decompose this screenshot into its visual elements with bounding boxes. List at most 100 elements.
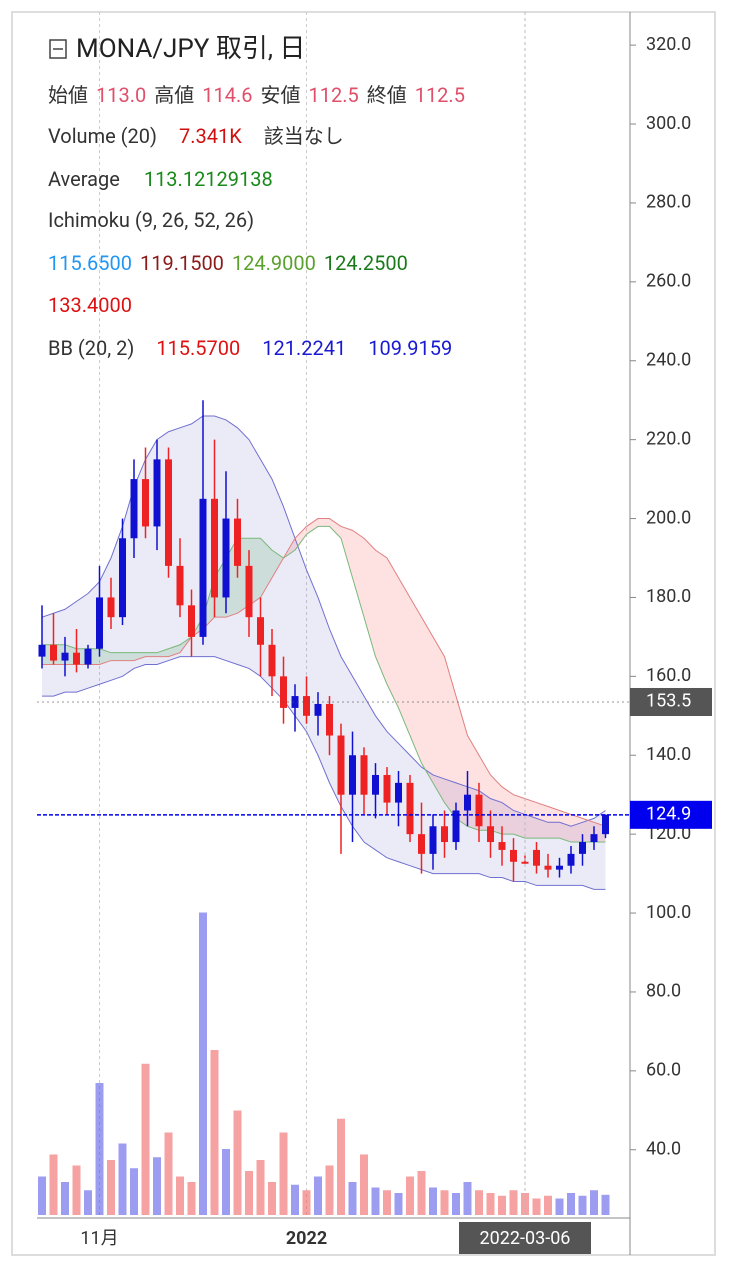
- cloud-segment: [444, 656, 456, 819]
- span-b: [42, 518, 606, 827]
- volume-bar: [84, 1190, 92, 1215]
- candle-body: [303, 696, 310, 716]
- cloud-segment: [571, 814, 583, 843]
- volume-bar: [72, 1165, 81, 1215]
- legend-item: 安値: [260, 83, 300, 107]
- volume-bar: [164, 1132, 173, 1215]
- cloud-segment: [122, 652, 134, 661]
- candle-body: [38, 644, 46, 657]
- x-tick-label: 2022: [286, 1228, 327, 1249]
- candle-body: [349, 755, 356, 795]
- candle-body: [84, 648, 92, 665]
- candle-body: [107, 597, 115, 618]
- legend-item: 124.9000: [232, 251, 316, 275]
- candle-body: [579, 842, 586, 854]
- cloud-segment: [134, 652, 146, 661]
- volume-bar: [601, 1194, 610, 1215]
- cloud-segment: [272, 550, 284, 578]
- candle-body: [50, 644, 57, 661]
- volume-bar: [141, 1063, 150, 1215]
- volume-bar: [475, 1190, 483, 1215]
- price-marker-label: 124.9: [646, 804, 691, 825]
- legend-item: Ichimoku (9, 26, 52, 26): [48, 208, 254, 232]
- cloud-segment: [559, 810, 571, 843]
- legend-item: 7.341K: [179, 124, 242, 148]
- legend-row: Average 113.12129138: [48, 167, 273, 191]
- volume-bar: [256, 1160, 265, 1215]
- volume-bar: [279, 1132, 288, 1215]
- volume-bar: [130, 1168, 138, 1215]
- y-tick-label: 140.0: [646, 744, 691, 765]
- candle-body: [337, 735, 345, 795]
- candle-body: [395, 782, 402, 803]
- candle-body: [521, 861, 529, 864]
- y-tick-label: 40.0: [646, 1139, 681, 1160]
- candle-body: [567, 853, 575, 866]
- volume-bar: [245, 1171, 253, 1215]
- candle-body: [268, 644, 276, 677]
- candle-body: [257, 617, 264, 645]
- candle-body: [188, 605, 195, 637]
- candle-body: [130, 479, 138, 539]
- volume-bar: [325, 1165, 334, 1215]
- volume-bar: [107, 1160, 115, 1215]
- legend-item: 高値: [154, 83, 194, 107]
- y-tick-label: 280.0: [646, 192, 691, 213]
- bb-lower: [42, 656, 606, 890]
- cloud-segment: [513, 794, 525, 839]
- legend-row: 115.6500 119.1500 124.9000 124.2500: [48, 251, 408, 275]
- legend-row: 133.4000: [48, 293, 132, 317]
- legend-item: Average: [48, 167, 120, 191]
- candle-body: [475, 794, 483, 827]
- cloud-segment: [502, 786, 514, 835]
- candle-body: [291, 696, 299, 708]
- candle-body: [452, 810, 460, 843]
- volume-bar: [118, 1143, 127, 1215]
- legend-item: 115.5700: [156, 336, 240, 360]
- volume-bar: [544, 1195, 552, 1215]
- candle-body: [498, 842, 506, 850]
- y-tick-label: 100.0: [646, 902, 691, 923]
- legend-item: 終値: [367, 83, 407, 107]
- volume-bar: [268, 1182, 276, 1215]
- x-label-highlight: [459, 1222, 591, 1254]
- candle-body: [429, 826, 437, 854]
- y-tick-label: 200.0: [646, 507, 691, 528]
- x-tick-label: 11月: [80, 1228, 118, 1249]
- legend-item: 該当なし: [264, 124, 344, 148]
- volume-bar: [314, 1176, 322, 1215]
- volume-bar: [302, 1190, 311, 1215]
- candle-body: [73, 652, 80, 665]
- volume-bar: [555, 1198, 564, 1215]
- collapse-icon[interactable]: [49, 39, 67, 59]
- cloud-segment: [375, 550, 387, 685]
- chart-title: MONA/JPY 取引, 日: [76, 34, 305, 64]
- legend-item: 112.5: [415, 83, 465, 107]
- cloud-segment: [99, 648, 111, 665]
- legend-item: 112.5: [308, 83, 358, 107]
- legend-row: Ichimoku (9, 26, 52, 26): [48, 208, 254, 232]
- legend-item: 109.9159: [368, 336, 452, 360]
- volume-bar: [521, 1193, 529, 1215]
- cloud-segment: [433, 636, 445, 803]
- cloud-segment: [387, 557, 399, 708]
- candle-body: [61, 652, 69, 661]
- candle-body: [211, 498, 218, 598]
- volume-bar: [486, 1193, 495, 1215]
- candle-body: [245, 565, 253, 618]
- volume-bar: [429, 1187, 437, 1215]
- candle-body: [464, 794, 471, 811]
- candle-body: [510, 849, 517, 862]
- legend-item: 始値: [48, 83, 88, 107]
- volume-bar: [291, 1184, 299, 1215]
- legend-item: 113.12129138: [144, 167, 273, 191]
- volume-bar: [532, 1198, 541, 1215]
- cloud-segment: [410, 597, 422, 764]
- volume-bar: [371, 1187, 380, 1215]
- candle-body: [372, 774, 379, 795]
- candle-body: [314, 703, 322, 716]
- candle-body: [326, 703, 333, 736]
- volume-bar: [590, 1190, 598, 1215]
- volume-bar: [394, 1193, 403, 1215]
- span-a: [42, 525, 606, 843]
